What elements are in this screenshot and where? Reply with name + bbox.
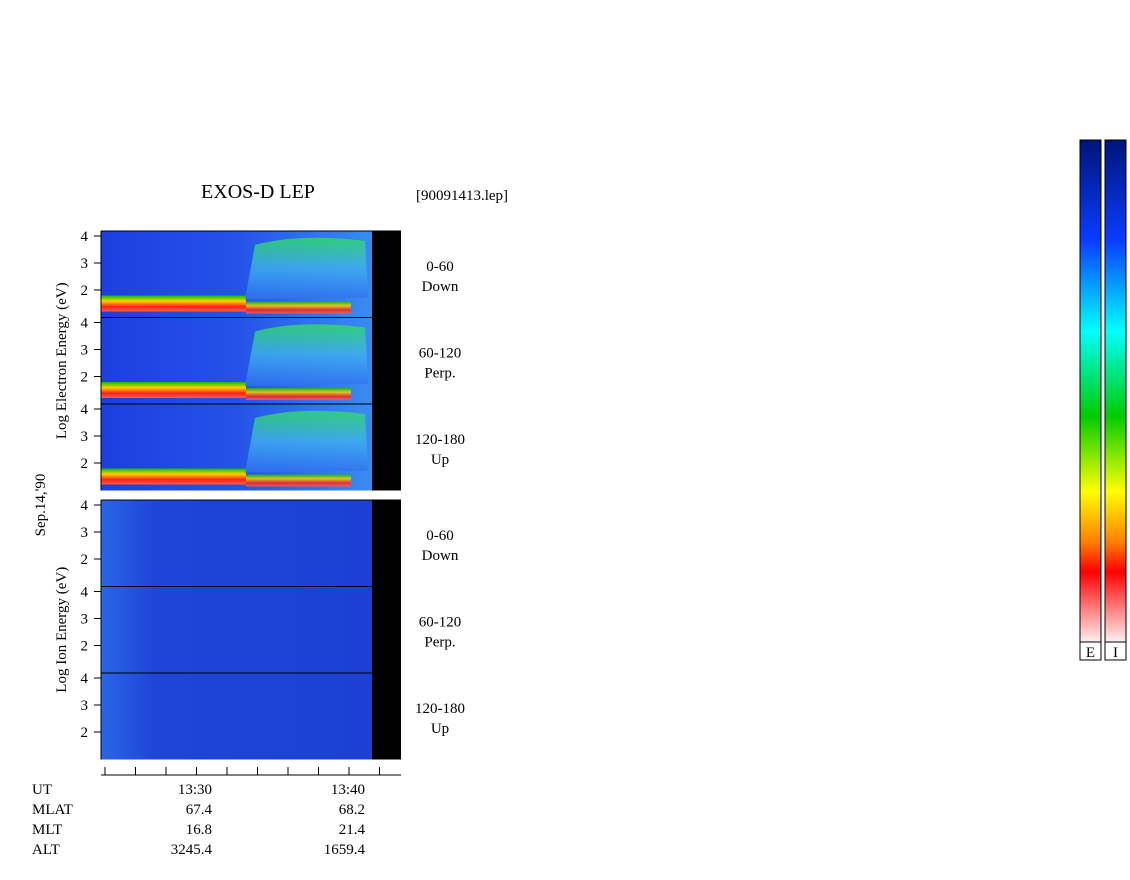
direction: Down: [422, 279, 459, 295]
title: EXOS-D LEP: [201, 181, 315, 203]
pitch-angle: 0-60: [426, 528, 454, 544]
y-tick-label: 3: [81, 525, 89, 541]
y-axis-label: Log Electron Energy (eV): [54, 282, 70, 439]
direction: Up: [431, 452, 449, 468]
y-tick-label: 4: [81, 402, 89, 418]
ephemeris-label: MLAT: [32, 802, 73, 818]
pitch-angle: 60-120: [419, 346, 462, 362]
ephemeris-value: 1659.4: [324, 842, 366, 858]
y-axis-label: Log Ion Energy (eV): [54, 567, 70, 693]
y-tick-label: 4: [81, 585, 89, 601]
direction: Up: [431, 721, 449, 737]
colorbar: [1079, 139, 1102, 643]
flux-patch: [245, 324, 368, 386]
flux-band: [246, 388, 351, 400]
spectrogram: [101, 586, 372, 673]
flux-patch: [245, 237, 368, 300]
no-data: [372, 231, 401, 318]
y-tick-label: 2: [81, 370, 89, 386]
y-tick-label: 3: [81, 429, 89, 445]
y-tick-label: 4: [81, 229, 89, 245]
flux-band: [246, 301, 351, 314]
no-data: [372, 586, 401, 673]
flux-band: [101, 382, 246, 398]
y-tick-label: 4: [81, 498, 89, 514]
flux-patch: [245, 410, 368, 473]
ephemeris-value: 3245.4: [171, 842, 213, 858]
ephemeris-value: 13:30: [178, 782, 212, 798]
y-tick-label: 3: [81, 343, 89, 359]
no-data: [372, 500, 401, 587]
y-tick-label: 3: [81, 698, 89, 714]
ephemeris-value: 13:40: [331, 782, 365, 798]
ephemeris-value: 16.8: [186, 822, 212, 838]
y-tick-label: 2: [81, 725, 89, 741]
y-tick-label: 2: [81, 552, 89, 568]
ephemeris-label: UT: [32, 782, 52, 798]
direction: Perp.: [424, 366, 455, 382]
y-tick-label: 3: [81, 256, 89, 272]
colorbar-label: I: [1113, 645, 1118, 661]
y-tick-label: 2: [81, 283, 89, 299]
y-tick-label: 3: [81, 612, 89, 628]
no-data: [372, 317, 401, 404]
colorbar-label-box: [1104, 641, 1127, 661]
ephemeris-value: 68.2: [339, 802, 365, 818]
colorbar-label: E: [1086, 645, 1095, 661]
pitch-angle: 0-60: [426, 259, 454, 275]
direction: Perp.: [424, 635, 455, 651]
y-tick-label: 4: [81, 316, 89, 332]
ephemeris-value: 21.4: [339, 822, 366, 838]
y-tick-label: 4: [81, 671, 89, 687]
y-tick-label: 2: [81, 639, 89, 655]
flux-band: [246, 474, 351, 487]
spectrogram: [101, 673, 372, 760]
date: Sep.14,'90: [33, 474, 49, 537]
no-data: [372, 673, 401, 760]
pitch-angle: 120-180: [415, 432, 465, 448]
colorbar-label-box: [1079, 641, 1102, 661]
ephemeris-value: 67.4: [186, 802, 213, 818]
colorbar: [1104, 139, 1127, 643]
flux-band: [101, 468, 246, 485]
ephemeris-label: ALT: [32, 842, 60, 858]
no-data: [372, 404, 401, 491]
y-tick-label: 2: [81, 456, 89, 472]
direction: Down: [422, 548, 459, 564]
ephemeris-label: MLT: [32, 822, 62, 838]
spectrogram: [101, 500, 372, 587]
flux-band: [101, 295, 246, 312]
file-name: [90091413.lep]: [416, 188, 508, 204]
pitch-angle: 120-180: [415, 701, 465, 717]
pitch-angle: 60-120: [419, 615, 462, 631]
